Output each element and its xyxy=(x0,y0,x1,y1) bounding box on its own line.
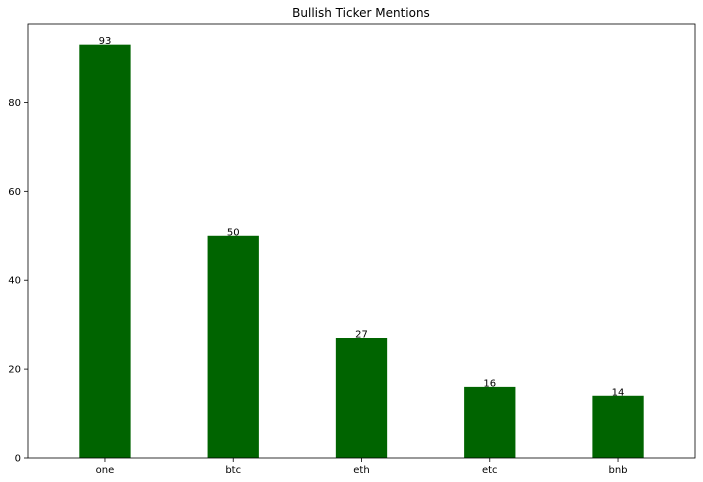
data-label-eth: 27 xyxy=(355,330,368,341)
bar-bnb xyxy=(592,395,644,458)
axes-frame xyxy=(27,23,696,459)
data-label-etc: 16 xyxy=(483,378,496,389)
data-label-one: 93 xyxy=(99,36,112,47)
y-tick-label-0: 0 xyxy=(15,454,21,465)
bar-eth xyxy=(335,338,388,458)
x-tick-label-btc: btc xyxy=(225,465,241,476)
bar-etc xyxy=(464,386,516,458)
plot-area: 93 one 50 btc 27 eth 16 etc 14 bnb 0 20 40 60 80 xyxy=(8,23,696,476)
bar-btc xyxy=(207,235,259,458)
bar-one xyxy=(79,44,131,459)
chart-title: Bullish Ticker Mentions xyxy=(292,6,430,20)
y-tick-label-40: 40 xyxy=(8,276,21,287)
y-tick-label-60: 60 xyxy=(8,187,21,198)
y-tick-label-80: 80 xyxy=(8,98,21,109)
data-label-btc: 50 xyxy=(227,227,240,238)
data-label-bnb: 14 xyxy=(612,387,625,398)
x-tick-label-eth: eth xyxy=(353,465,369,476)
x-tick-label-etc: etc xyxy=(482,465,498,476)
y-tick-label-20: 20 xyxy=(8,365,21,376)
x-tick-label-one: one xyxy=(96,465,115,476)
x-tick-label-bnb: bnb xyxy=(609,465,628,476)
